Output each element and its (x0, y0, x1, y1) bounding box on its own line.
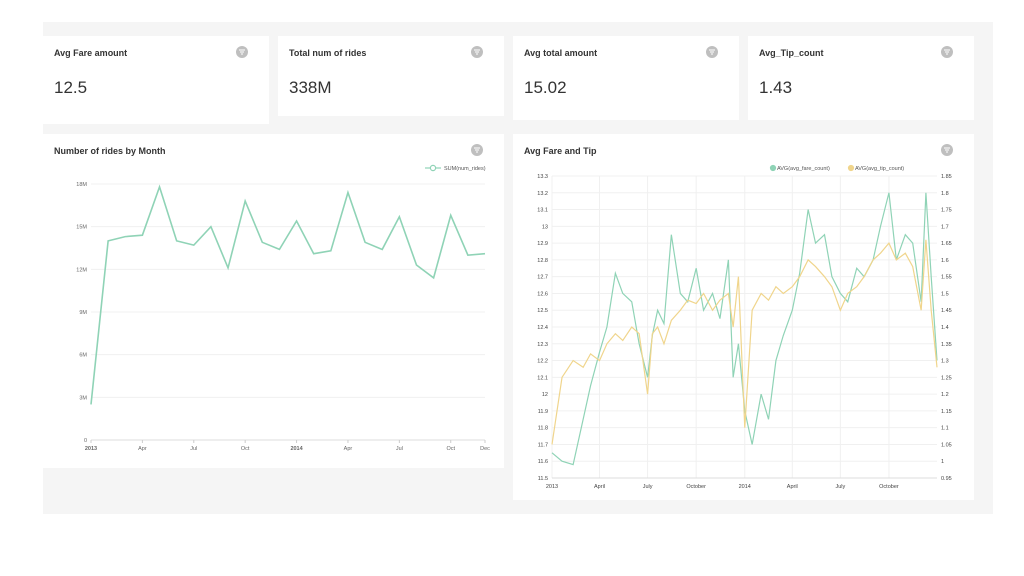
kpi-value: 15.02 (524, 78, 567, 97)
y-left-tick-label: 12.5 (537, 308, 548, 314)
y-right-tick-label: 1.7 (941, 224, 949, 230)
chart-title: Number of rides by Month (54, 146, 166, 156)
legend: AVG(avg_fare_count) AVG(avg_tip_count) (769, 164, 904, 172)
y-right-tick-label: 1.8 (941, 191, 949, 197)
fare-series-line (551, 192, 938, 466)
x-tick-label: Apr (138, 446, 147, 452)
kpi-card-avg-fare: Avg Fare amount 12.5 (43, 36, 269, 124)
y-right-tick-label: 1.25 (941, 375, 952, 381)
chart-title: Avg Fare and Tip (524, 146, 597, 156)
y-right-tick-label: 1.4 (941, 325, 949, 331)
y-right-tick-label: 1.3 (941, 359, 949, 365)
y-tick-label: 18M (76, 182, 87, 188)
y-tick-label: 15M (76, 225, 87, 231)
y-left-tick-label: 11.5 (538, 476, 548, 482)
x-tick-label: April (594, 484, 605, 490)
y-right-tick-label: 1.45 (941, 308, 952, 314)
kpi-card-avg-tip: Avg_Tip_count 1.43 (748, 36, 974, 120)
legend-label: AVG(avg_tip_count) (855, 166, 904, 172)
chart-card-fare-and-tip: Avg Fare and Tip 11.5 11.6 11.7 11.8 11.9 12 1… (513, 134, 974, 500)
y-right-tick-label: 1.85 (941, 174, 952, 180)
y-right-tick-label: 1.55 (941, 275, 952, 281)
legend-swatch-marker (847, 164, 855, 172)
y-left-tick-label: 12.2 (537, 359, 548, 365)
y-left-tick-label: 13.1 (537, 208, 548, 214)
legend-swatch-marker (429, 164, 437, 172)
x-tick-label: 2014 (290, 446, 303, 452)
x-tick-label: October (686, 484, 706, 490)
y-right-tick-label: 1.65 (941, 241, 952, 247)
y-left-tick-label: 13 (542, 224, 548, 230)
fare-tip-line-chart: 11.511.611.711.811.91212.112.212.312.412… (537, 164, 952, 490)
y-left-tick-label: 12.7 (537, 275, 548, 281)
chart-card-rides-by-month: Number of rides by Month 0 3M 6M 9M 12M 15M 18… (43, 134, 504, 468)
y-left-tick-label: 12.4 (537, 325, 548, 331)
kpi-title: Avg total amount (524, 48, 598, 58)
y-left-tick-label: 11.7 (538, 442, 548, 448)
y-right-tick-label: 1.5 (941, 291, 949, 297)
y-left-tick-label: 11.8 (538, 426, 548, 432)
y-right-tick-label: 0.95 (941, 476, 952, 482)
y-left-tick-label: 12.3 (537, 342, 548, 348)
kpi-value: 1.43 (759, 78, 793, 97)
x-tick-label: Oct (446, 446, 455, 452)
legend-swatch-marker (769, 164, 777, 172)
filter-icon[interactable] (706, 46, 718, 58)
y-right-tick-label: 1.6 (941, 258, 949, 264)
y-right-tick-label: 1.1 (941, 426, 949, 432)
y-left-tick-label: 11.6 (538, 459, 548, 465)
y-left-tick-label: 11.9 (538, 409, 548, 415)
dashboard-canvas: Avg Fare amount 12.5 Total num of rides … (43, 22, 993, 514)
y-left-tick-label: 12.9 (537, 241, 548, 247)
y-left-tick-label: 12.1 (537, 375, 548, 381)
x-tick-label: Jul (190, 446, 197, 452)
x-tick-label: Apr (344, 446, 353, 452)
kpi-card-total-rides: Total num of rides 338M (278, 36, 504, 116)
y-right-tick-label: 1.2 (941, 392, 949, 398)
x-tick-label: Dec (480, 446, 490, 452)
y-left-tick-label: 12.8 (537, 258, 548, 264)
y-left-tick-label: 13.2 (537, 191, 548, 197)
x-tick-label: Oct (241, 446, 250, 452)
filter-icon[interactable] (236, 46, 248, 58)
legend: SUM(num_rides) (425, 164, 486, 172)
x-tick-label: 2013 (85, 446, 97, 452)
y-tick-label: 9M (79, 310, 87, 316)
kpi-title: Avg Fare amount (54, 48, 128, 58)
legend-label: SUM(num_rides) (444, 166, 486, 172)
x-tick-label: 2014 (739, 484, 751, 490)
tip-series-line (551, 239, 938, 445)
x-tick-label: July (643, 484, 653, 490)
y-right-tick-label: 1.75 (941, 208, 952, 214)
x-tick-label: April (787, 484, 798, 490)
y-right-tick-label: 1 (941, 459, 944, 465)
x-tick-label: October (879, 484, 899, 490)
filter-icon[interactable] (941, 144, 953, 156)
filter-icon[interactable] (941, 46, 953, 58)
y-tick-label: 0 (84, 438, 87, 444)
kpi-title: Avg_Tip_count (759, 48, 824, 58)
y-tick-label: 3M (79, 395, 87, 401)
y-right-tick-label: 1.05 (941, 442, 952, 448)
kpi-value: 338M (289, 78, 332, 97)
filter-icon[interactable] (471, 144, 483, 156)
kpi-card-avg-total: Avg total amount 15.02 (513, 36, 739, 120)
rides-line-chart: 0 3M 6M 9M 12M 15M 18M 2013 Apr Jul Oct 2014 Apr Jul O… (76, 164, 490, 452)
kpi-value: 12.5 (54, 78, 88, 97)
x-tick-label: July (835, 484, 845, 490)
x-tick-label: Jul (396, 446, 403, 452)
x-tick-label: 2013 (546, 484, 558, 490)
y-left-tick-label: 12.6 (537, 291, 548, 297)
y-left-tick-label: 13.3 (537, 174, 548, 180)
filter-icon[interactable] (471, 46, 483, 58)
y-right-tick-label: 1.15 (941, 409, 952, 415)
legend-label: AVG(avg_fare_count) (777, 166, 830, 172)
y-tick-label: 6M (79, 353, 87, 359)
rides-series-line (90, 184, 486, 405)
kpi-title: Total num of rides (289, 48, 367, 58)
y-left-tick-label: 12 (542, 392, 548, 398)
y-tick-label: 12M (76, 267, 87, 273)
y-right-tick-label: 1.35 (941, 342, 952, 348)
